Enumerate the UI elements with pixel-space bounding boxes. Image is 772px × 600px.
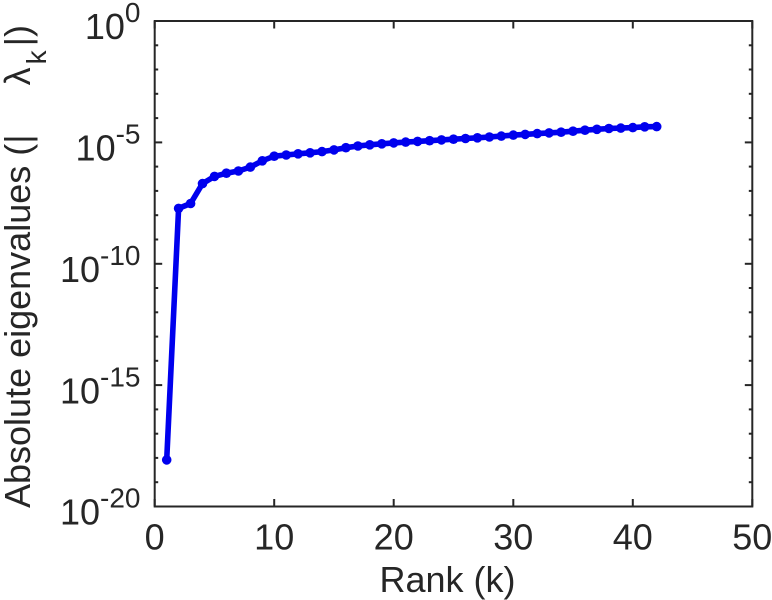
- svg-text:40: 40: [613, 517, 653, 558]
- svg-text:Rank (k): Rank (k): [379, 559, 515, 600]
- svg-text:20: 20: [374, 517, 414, 558]
- svg-text:30: 30: [493, 517, 533, 558]
- svg-text:Absolute eigenvalues (|λk|): Absolute eigenvalues (|λk|): [0, 25, 52, 508]
- svg-text:50: 50: [732, 517, 772, 558]
- svg-text:10: 10: [254, 517, 294, 558]
- svg-text:10-10: 10-10: [60, 240, 141, 290]
- svg-text:100: 100: [85, 0, 141, 47]
- svg-text:0: 0: [145, 517, 165, 558]
- svg-text:10-5: 10-5: [76, 119, 141, 169]
- svg-text:10-20: 10-20: [60, 483, 141, 533]
- svg-text:10-15: 10-15: [60, 361, 141, 411]
